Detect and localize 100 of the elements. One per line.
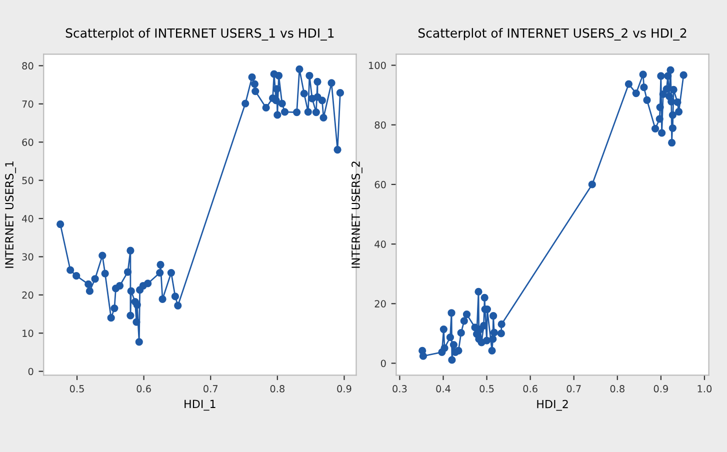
point	[274, 72, 283, 80]
point	[101, 270, 109, 278]
y-tick-label: 80	[22, 62, 34, 70]
x-axis-title: HDI_1	[184, 400, 216, 411]
point	[450, 340, 458, 349]
point	[242, 100, 250, 108]
point	[498, 320, 506, 328]
point	[132, 318, 140, 326]
y-tick-label: 0	[28, 368, 34, 376]
point	[135, 338, 143, 346]
y-axis-title: INTERNET USERS_1	[5, 162, 16, 268]
point	[680, 71, 688, 79]
point	[334, 146, 342, 154]
point	[668, 138, 676, 147]
x-tick-label: 0.9	[654, 385, 668, 392]
point	[144, 280, 152, 288]
point	[174, 302, 182, 310]
point	[674, 108, 683, 116]
point	[306, 72, 314, 80]
point	[272, 96, 280, 104]
point	[656, 103, 664, 112]
point	[668, 111, 677, 119]
y-tick-label: 50	[22, 176, 34, 184]
x-tick-label: 0.5	[70, 385, 84, 392]
x-tick-label: 0.8	[610, 385, 624, 392]
x-tick-label: 0.9	[337, 385, 352, 392]
point	[448, 309, 456, 317]
point	[457, 329, 465, 337]
point	[336, 89, 344, 97]
y-tick-label: 40	[374, 240, 386, 248]
y-tick-label: 10	[22, 330, 34, 337]
point	[497, 330, 505, 338]
y-tick-label: 40	[22, 215, 34, 222]
point	[454, 346, 462, 355]
y-axis-title: INTERNET USERS_2	[352, 162, 362, 268]
y-tick-label: 80	[374, 121, 386, 129]
point	[328, 79, 336, 87]
point	[86, 287, 94, 295]
point	[262, 104, 270, 112]
point	[488, 346, 496, 355]
y-tick-label: 30	[22, 253, 34, 261]
point	[84, 280, 92, 288]
point	[66, 266, 74, 274]
point	[474, 288, 482, 296]
point	[304, 108, 312, 116]
point	[292, 108, 301, 116]
y-tick-label: 100	[369, 62, 386, 70]
x-tick-label: 0.7	[204, 385, 218, 392]
point	[300, 90, 308, 98]
x-tick-label: 0.5	[480, 385, 494, 392]
point	[167, 268, 176, 277]
point	[490, 328, 498, 336]
y-tick-label: 60	[22, 138, 34, 146]
point	[489, 335, 497, 343]
x-tick-label: 0.8	[270, 385, 284, 392]
x-tick-label: 0.3	[392, 385, 407, 392]
point	[133, 301, 141, 309]
point	[126, 246, 134, 254]
point	[278, 100, 286, 108]
point	[440, 325, 448, 334]
point	[668, 124, 677, 132]
point	[670, 86, 678, 94]
point	[274, 111, 282, 119]
point	[656, 115, 664, 123]
x-tick-label: 0.6	[136, 385, 151, 392]
point	[280, 108, 289, 116]
point	[446, 333, 454, 342]
point	[643, 96, 651, 104]
point	[419, 352, 428, 360]
point	[318, 96, 326, 104]
point	[252, 87, 260, 96]
point	[640, 83, 648, 92]
point	[124, 268, 132, 276]
point	[56, 220, 64, 228]
point	[651, 124, 660, 133]
point	[664, 72, 672, 80]
point	[668, 98, 676, 106]
chart-title: Scatterplot of INTERNET USERS_2 vs HDI_2	[418, 28, 686, 41]
point	[639, 70, 647, 78]
point	[632, 89, 640, 98]
point	[448, 356, 456, 364]
y-tick-label: 70	[22, 100, 34, 108]
point	[107, 314, 115, 322]
y-tick-label: 20	[22, 291, 34, 299]
point	[110, 304, 118, 312]
x-tick-label: 0.6	[523, 385, 538, 392]
point	[666, 66, 674, 74]
point	[480, 294, 488, 302]
point	[158, 295, 166, 303]
point	[462, 310, 471, 318]
point	[588, 180, 596, 188]
point	[91, 275, 99, 283]
point	[116, 282, 124, 290]
point	[320, 114, 328, 122]
point	[156, 268, 164, 277]
point	[624, 80, 633, 88]
point	[440, 344, 448, 352]
point	[314, 78, 322, 86]
point	[674, 98, 682, 106]
point	[248, 73, 256, 81]
